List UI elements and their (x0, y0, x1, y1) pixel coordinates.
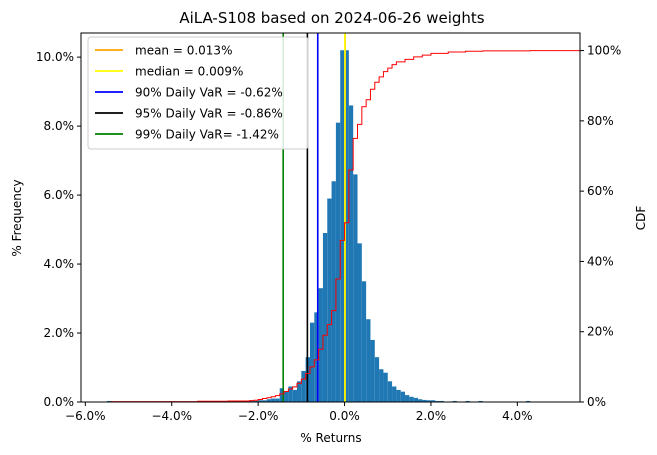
cdf-line (81, 50, 580, 403)
legend-box (87, 36, 309, 150)
histogram-bar (335, 122, 341, 403)
x-tick-label: −4.0% (151, 409, 192, 423)
y2-tick-label: 60% (587, 184, 614, 198)
histogram-bar (297, 381, 302, 402)
histogram-bar (387, 381, 393, 402)
y-axis-ticks: 0.0% 2.0% 4.0% 6.0% 8.0% 10.0% (36, 50, 81, 409)
histogram-bar (409, 396, 414, 402)
histogram-bar (309, 322, 315, 402)
histogram-bar (275, 398, 280, 402)
histogram-bar (327, 198, 332, 402)
histogram-bar (314, 312, 319, 402)
histogram-bar (262, 400, 267, 402)
y-axis-label: % Frequency (10, 179, 24, 256)
histogram-bar (525, 400, 531, 402)
y2-tick-label: 0% (587, 395, 606, 409)
histogram-bar (271, 398, 276, 402)
histogram-bar (452, 400, 457, 402)
histogram-bar (430, 400, 436, 402)
y-tick-label: 4.0% (44, 257, 75, 271)
histogram-bar (301, 370, 306, 402)
histogram-bar (400, 391, 406, 402)
legend-label: 90% Daily VaR = -0.62% (135, 86, 283, 100)
histogram-bar (426, 400, 431, 402)
histogram-bar (340, 50, 345, 403)
histogram-bar (292, 389, 298, 402)
histogram-bar (331, 181, 336, 402)
histogram-bar (478, 400, 483, 402)
legend: mean = 0.013% median = 0.009% 90% Daily Va… (87, 36, 309, 150)
histogram-bar (318, 288, 323, 402)
y2-axis-ticks: 0% 20% 40% 60% 80% 100% (580, 44, 621, 409)
histogram-bar (370, 339, 375, 402)
y2-tick-label: 100% (587, 44, 621, 58)
histogram-bar (422, 399, 427, 402)
histogram-bar (374, 357, 380, 402)
x-tick-label: 2.0% (416, 409, 447, 423)
x-tick-label: −2.0% (238, 409, 279, 423)
plot-area-frame (80, 32, 581, 403)
histogram-bar (279, 388, 285, 402)
histogram-bar (322, 233, 328, 402)
y-tick-label: 8.0% (44, 119, 75, 133)
x-tick-label: 0.0% (329, 409, 360, 423)
x-axis-label: % Returns (300, 431, 361, 445)
y2-tick-label: 20% (587, 325, 614, 339)
x-axis-ticks: −6.0% −4.0% −2.0% 0.0% 2.0% 4.0% (65, 402, 533, 423)
y2-tick-label: 80% (587, 114, 614, 128)
histogram-bar (266, 399, 272, 402)
histogram-bar (366, 319, 371, 402)
histogram-bar (357, 243, 362, 402)
histogram-bar (392, 386, 397, 402)
y2-tick-label: 40% (587, 254, 614, 268)
histogram-bar (465, 400, 470, 402)
histogram-bar (405, 395, 410, 402)
histogram-bar (396, 389, 401, 402)
y-tick-label: 6.0% (44, 188, 75, 202)
histogram-bar (379, 369, 384, 402)
histogram-bar (439, 400, 444, 402)
histogram-bar (348, 105, 354, 402)
histogram-bar (284, 391, 289, 402)
histogram-bar (288, 386, 293, 402)
histogram-bar (413, 397, 418, 402)
legend-label: 99% Daily VaR= -1.42% (135, 128, 279, 142)
histogram-bar (227, 400, 233, 402)
x-tick-label: −6.0% (65, 409, 106, 423)
histogram-bar (249, 400, 254, 402)
histogram-bar (361, 281, 367, 402)
y2-axis-label: CDF (634, 206, 648, 231)
legend-label: mean = 0.013% (135, 44, 232, 58)
legend-label: median = 0.009% (135, 65, 243, 79)
histogram-bar (383, 372, 388, 402)
legend-label: 95% Daily VaR = -0.86% (135, 107, 283, 121)
y-tick-label: 10.0% (36, 50, 74, 64)
x-tick-label: 4.0% (502, 409, 533, 423)
y-tick-label: 2.0% (44, 326, 75, 340)
histogram-bar (417, 399, 423, 402)
histogram-bar (344, 50, 349, 403)
histogram-bar (258, 400, 263, 402)
histogram-bar (106, 400, 112, 402)
cdf-step-line (81, 50, 580, 403)
histogram-bar (253, 400, 259, 402)
histogram-bar (435, 400, 440, 402)
y-tick-label: 0.0% (44, 395, 75, 409)
histogram-bar (353, 174, 358, 402)
chart-title: AiLA-S108 based on 2024-06-26 weights (179, 9, 484, 27)
